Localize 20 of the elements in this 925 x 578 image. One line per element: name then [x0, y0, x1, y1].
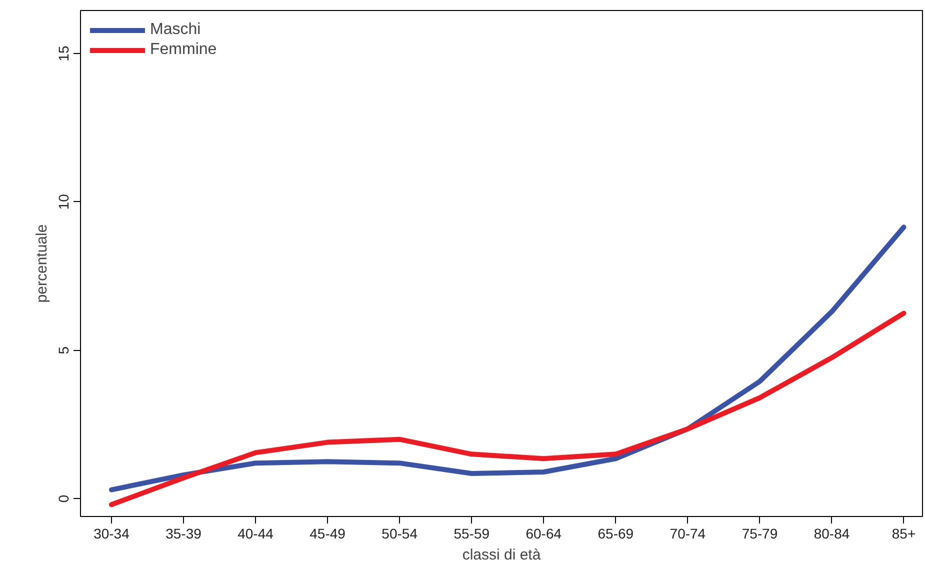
x-tick-label: 70-74 [670, 526, 706, 542]
y-tick-label: 5 [56, 346, 72, 354]
x-tick-label: 65-69 [598, 526, 634, 542]
x-tick-label: 55-59 [454, 526, 490, 542]
legend-label: Femmine [150, 41, 217, 59]
y-tick-label: 10 [56, 194, 72, 210]
y-axis-title: percentuale [34, 224, 50, 303]
x-tick-label: 30-34 [94, 526, 130, 542]
x-axis-title: classi di età [462, 546, 542, 564]
x-tick-label: 75-79 [742, 526, 778, 542]
x-tick-label: 40-44 [238, 526, 274, 542]
y-tick-label: 0 [56, 494, 72, 503]
x-tick-label: 35-39 [166, 526, 202, 542]
x-tick-label: 60-64 [526, 526, 562, 542]
x-tick-label: 45-49 [310, 526, 346, 542]
x-tick-label: 80-84 [814, 526, 850, 542]
y-tick-label: 15 [56, 46, 72, 62]
x-tick-label: 50-54 [382, 526, 418, 542]
x-tick-label: 85+ [892, 526, 916, 542]
legend-label: Maschi [150, 21, 201, 39]
